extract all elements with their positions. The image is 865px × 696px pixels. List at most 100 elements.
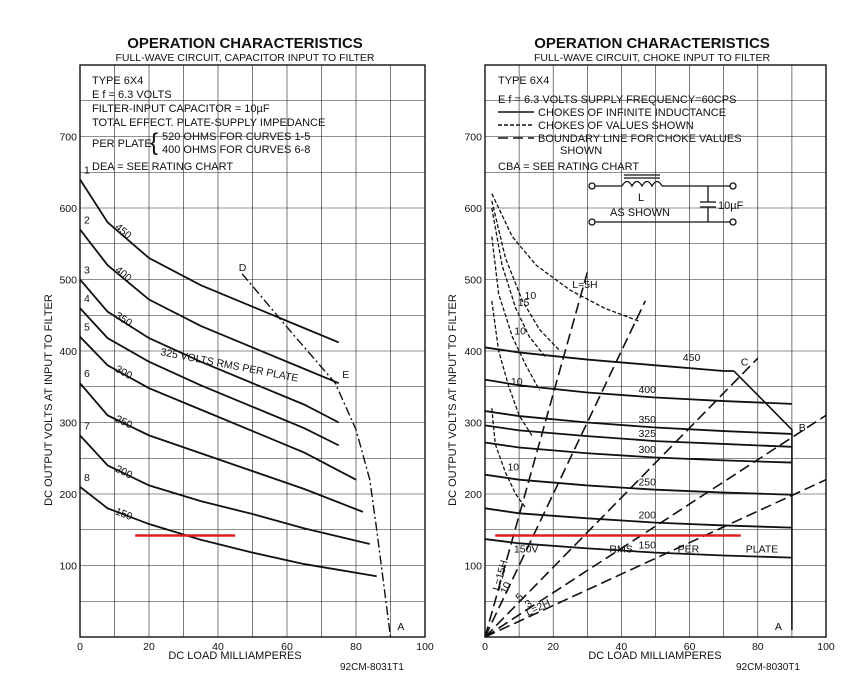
right-ytick-label: 500 — [464, 275, 482, 287]
right-curve-volts-label: 250 — [638, 476, 656, 488]
left-curve-3 — [79, 278, 340, 424]
right-subtitle: FULL-WAVE CIRCUIT, CHOKE INPUT TO FILTER — [534, 52, 771, 64]
left-ylabel: DC OUTPUT VOLTS AT INPUT TO FILTER — [43, 294, 55, 506]
left-xtick-label: 20 — [143, 641, 155, 653]
right-choke-curve — [491, 207, 547, 359]
left-ytick-label: 100 — [59, 561, 77, 573]
right-ytick-label: 400 — [464, 346, 482, 358]
left-curve-number: 6 — [84, 368, 90, 380]
right-boundary-label: A — [775, 621, 782, 633]
right-choke-curve-label: 15 — [518, 297, 530, 309]
right-curve-volts-label: 200 — [638, 509, 656, 521]
right-curve-450 — [484, 346, 734, 372]
right-xtick-label: 0 — [482, 641, 488, 653]
right-xtick-label: 100 — [817, 641, 835, 653]
right-ytick-label: 300 — [464, 418, 482, 430]
right-choke-curve — [491, 200, 561, 352]
right-ytick-label: 200 — [464, 489, 482, 501]
left-ytick-label: 300 — [59, 418, 77, 430]
right-choke-curve-label: 10 — [514, 326, 526, 338]
left-curve-number: 1 — [84, 164, 90, 176]
left-curve-2 — [79, 228, 340, 385]
right-title: OPERATION CHARACTERISTICS — [534, 35, 770, 52]
left-info-3: FILTER-INPUT CAPACITOR = 10µF — [92, 103, 270, 115]
right-rms-label: RMS — [609, 544, 632, 556]
left-xlabel: DC LOAD MILLIAMPERES — [168, 650, 301, 662]
left-ytick-label: 600 — [59, 203, 77, 215]
right-rms-label: PLATE — [746, 544, 778, 556]
left-boundary-label: D — [239, 262, 247, 274]
right-choke-line-label: 3 — [523, 598, 535, 611]
left-ytick-label: 700 — [59, 132, 77, 144]
right-xtick-label: 20 — [547, 641, 559, 653]
right-xlabel: DC LOAD MILLIAMPERES — [588, 650, 721, 662]
right-curve-volts-label: 400 — [638, 384, 656, 396]
choke-circuit-diagram — [588, 174, 737, 226]
left-code: 92CM-8031T1 — [340, 662, 404, 673]
right-legend-3: BOUNDARY LINE FOR CHOKE VALUES — [538, 133, 742, 145]
right-curve-volts-label: 450 — [683, 352, 701, 364]
right-curve-volts-label: 325 — [638, 428, 656, 440]
left-curve-volts-label: 250 — [113, 413, 134, 431]
right-ytick-label: 100 — [464, 561, 482, 573]
left-xtick-label: 0 — [77, 641, 83, 653]
right-ytick-label: 700 — [464, 132, 482, 144]
left-frame — [79, 64, 426, 638]
right-choke-curve — [491, 408, 527, 509]
right-ylabel: DC OUTPUT VOLTS AT INPUT TO FILTER — [447, 294, 459, 506]
right-curve-volts-label: 150 — [638, 539, 656, 551]
right-curve-volts-label: 300 — [638, 444, 656, 456]
right-curve-150 — [484, 538, 792, 559]
left-info-4: TOTAL EFFECT. PLATE-SUPPLY IMPEDANCE — [92, 117, 325, 129]
right-choke-curve-label: 10 — [525, 290, 537, 302]
right-curve-325 — [484, 424, 792, 448]
right-choke-curve — [491, 300, 534, 438]
right-choke-line — [484, 300, 646, 638]
left-curve-number: 2 — [84, 214, 90, 226]
left-plot: 0 20 40 60 80 100 100 200 300 400 500 600 700 1 450 2 40… — [59, 64, 434, 653]
left-curve-volts-label: 400 — [113, 264, 134, 285]
circuit-label-L: L — [638, 192, 644, 204]
left-boundary-label: A — [397, 621, 404, 633]
left-xtick-label: 40 — [212, 641, 224, 653]
left-curve-6 — [79, 382, 364, 513]
right-rms-label: 150V — [514, 544, 539, 556]
left-curve-volts-label: 200 — [113, 463, 134, 481]
right-choke-line — [484, 478, 827, 638]
left-curve-number: 8 — [84, 472, 90, 484]
right-choke-line — [484, 414, 827, 638]
right-curve-350 — [484, 410, 792, 435]
right-info-2: E f = 6.3 VOLTS SUPPLY FREQUENCY=60CPS — [498, 94, 736, 106]
right-boundary-line — [733, 370, 793, 630]
left-curve-volts-label: 450 — [113, 221, 134, 242]
right-boundary-label: C — [741, 356, 749, 368]
right-legend-4: SHOWN — [560, 145, 602, 157]
circuit-label-capacitor: 10µF — [718, 200, 744, 212]
right-curve-300 — [484, 441, 792, 464]
right-choke-curve-label: L=5H — [572, 279, 597, 291]
right-curve-400 — [484, 378, 792, 405]
right-code: 92CM-8030T1 — [736, 662, 800, 673]
right-boundary-label: B — [799, 422, 806, 434]
circuit-label-as-shown: AS SHOWN — [610, 207, 670, 219]
left-boundary-label: E — [342, 369, 349, 381]
right-frame — [484, 64, 827, 638]
left-curve-number: 5 — [84, 322, 90, 334]
left-curve-8 — [79, 486, 377, 578]
right-choke-curve — [491, 236, 541, 391]
right-legend-2: CHOKES OF VALUES SHOWN — [538, 120, 694, 132]
right-xtick-label: 60 — [684, 641, 696, 653]
right-xtick-label: 80 — [752, 641, 764, 653]
left-title: OPERATION CHARACTERISTICS — [127, 35, 363, 52]
right-choke-curve-label: 10 — [511, 376, 523, 388]
left-boundary-line — [241, 273, 392, 638]
left-xtick-label: 80 — [350, 641, 362, 653]
left-rating: DEA = SEE RATING CHART — [92, 161, 233, 173]
left-xtick-label: 60 — [281, 641, 293, 653]
right-curve-volts-label: 350 — [638, 414, 656, 426]
left-curve-number: 3 — [84, 265, 90, 277]
left-xtick-label: 100 — [416, 641, 434, 653]
right-xtick-label: 40 — [616, 641, 628, 653]
right-choke-curve-label: 10 — [507, 462, 519, 474]
left-per-plate-1: 520 OHMS FOR CURVES 1-5 — [162, 131, 310, 143]
